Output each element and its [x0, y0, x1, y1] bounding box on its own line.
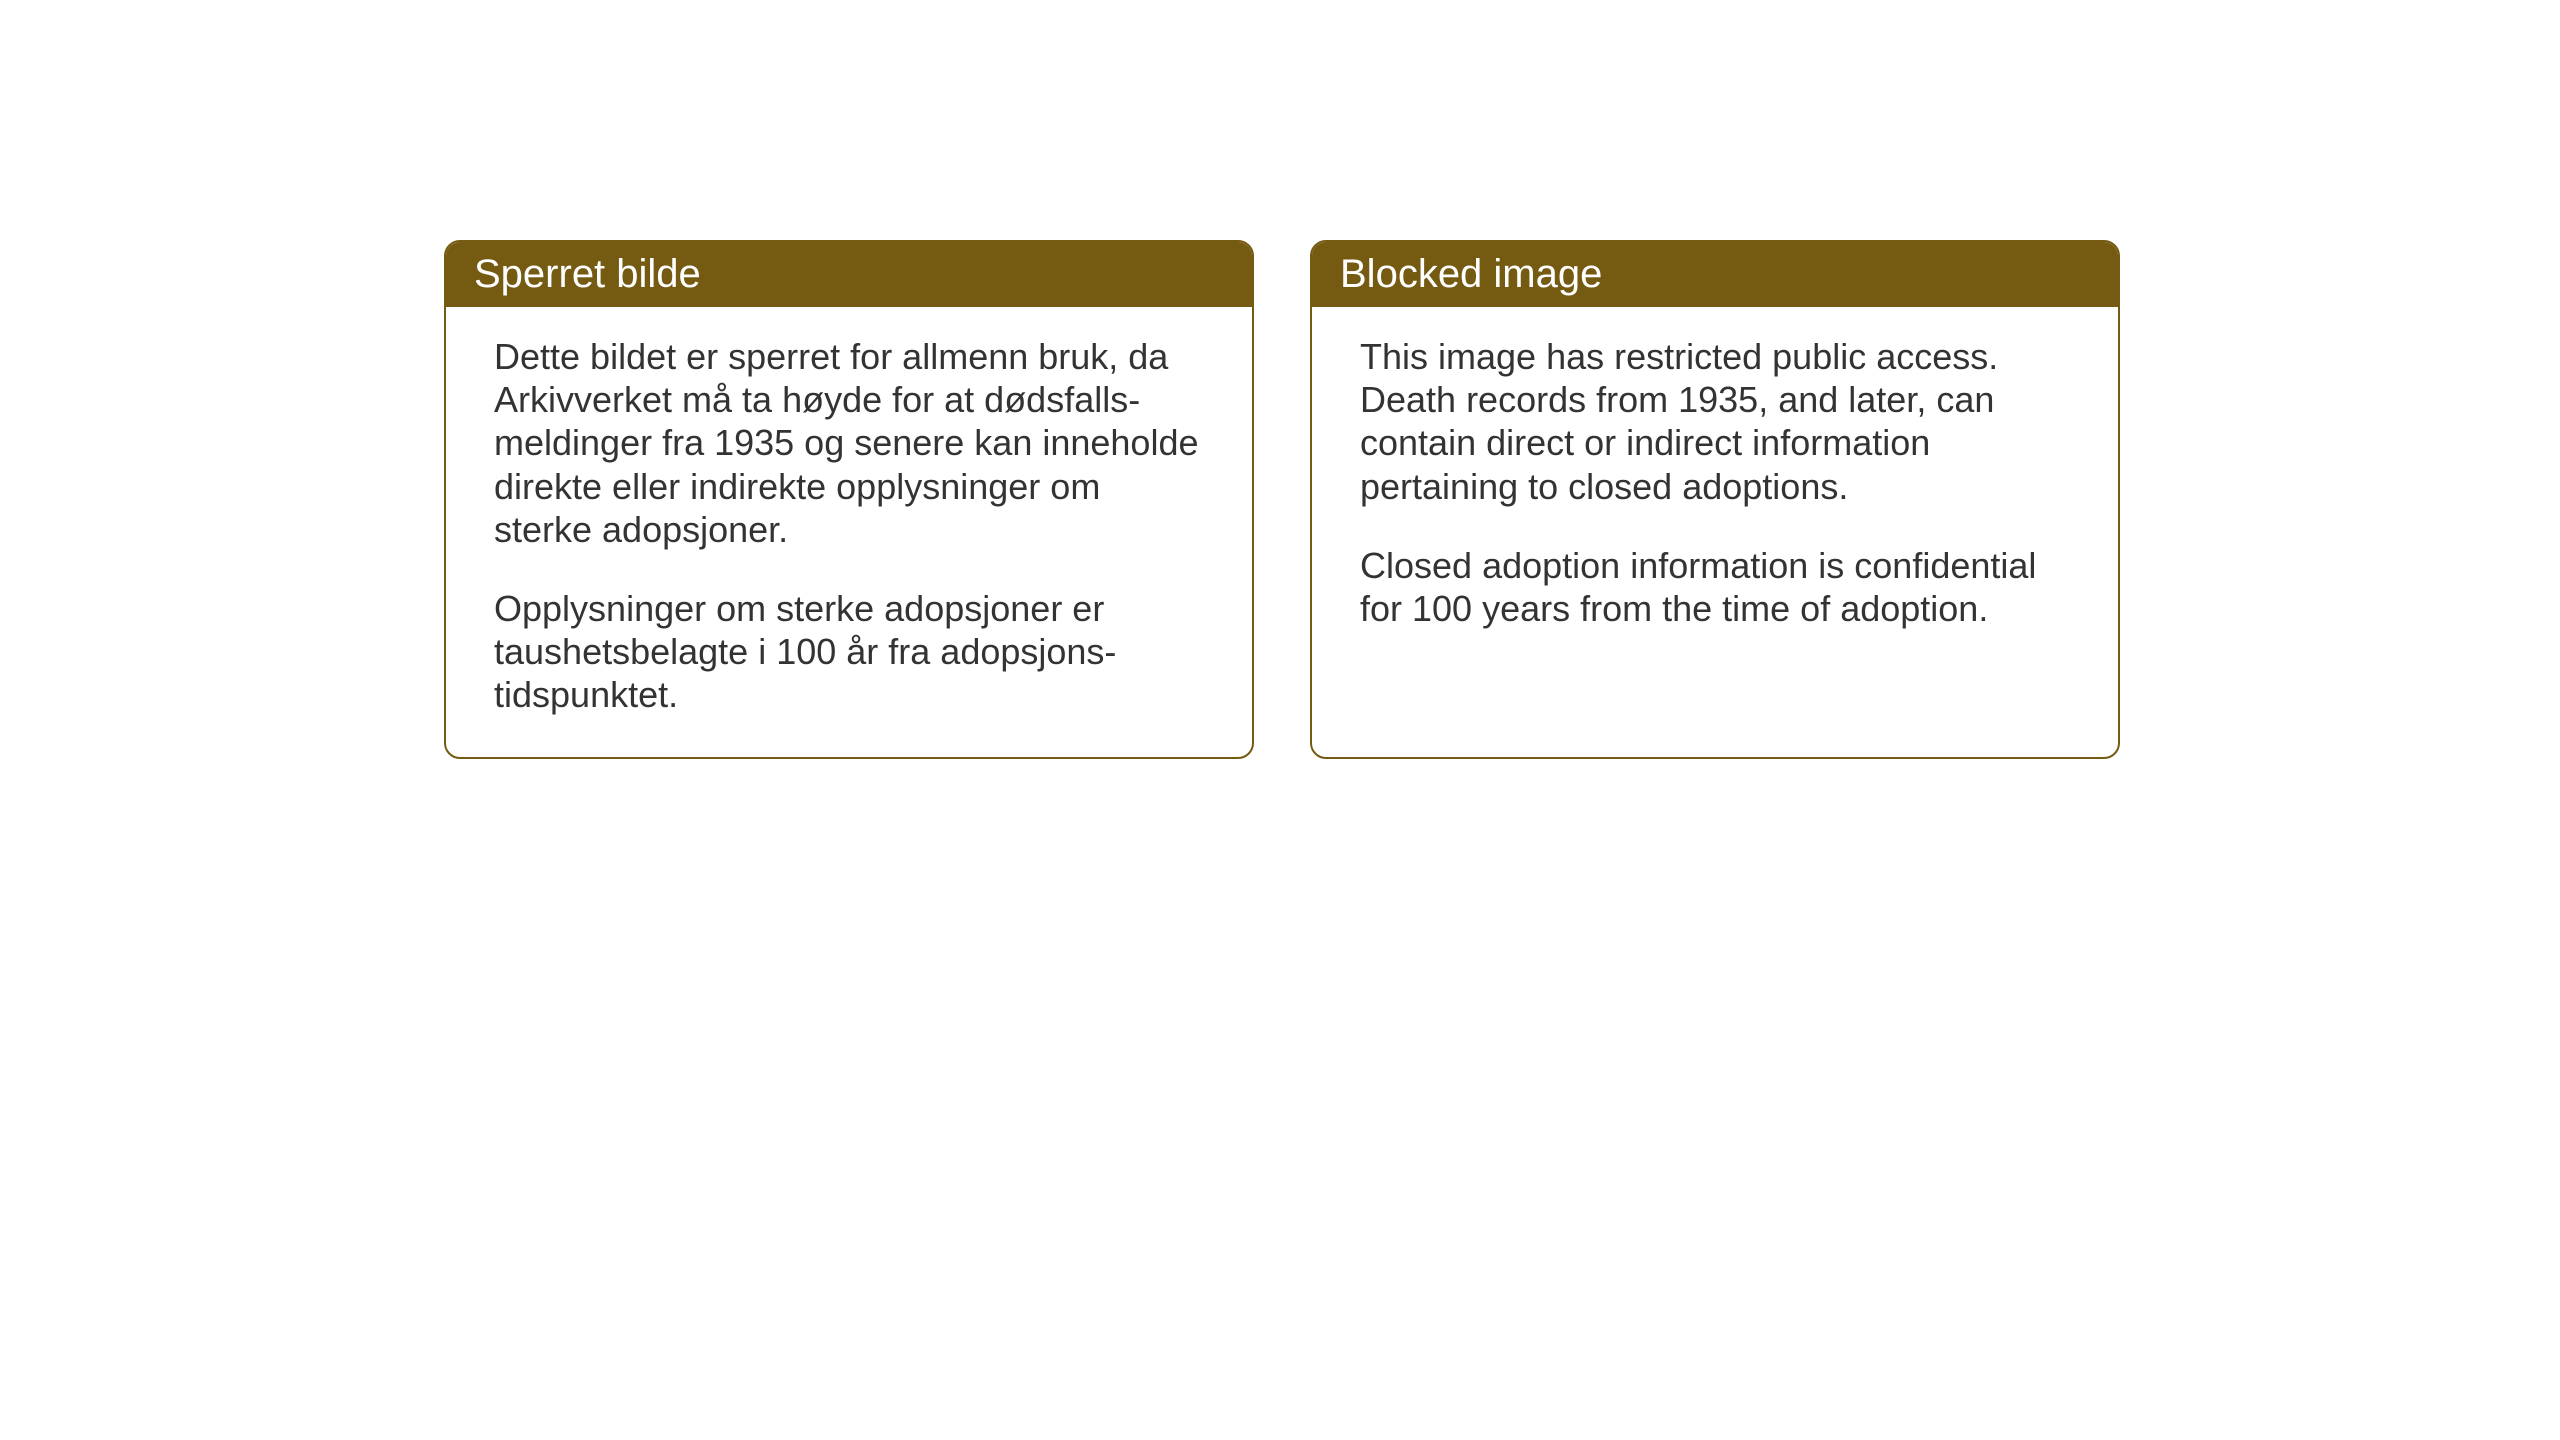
notice-cards-container: Sperret bilde Dette bildet er sperret fo… [444, 240, 2120, 759]
card-paragraph-2-norwegian: Opplysninger om sterke adopsjoner er tau… [494, 587, 1204, 717]
card-paragraph-2-english: Closed adoption information is confident… [1360, 544, 2070, 630]
card-body-english: This image has restricted public access.… [1312, 307, 2118, 670]
notice-card-english: Blocked image This image has restricted … [1310, 240, 2120, 759]
card-header-english: Blocked image [1312, 242, 2118, 307]
card-header-norwegian: Sperret bilde [446, 242, 1252, 307]
card-paragraph-1-norwegian: Dette bildet er sperret for allmenn bruk… [494, 335, 1204, 551]
card-title-norwegian: Sperret bilde [474, 252, 701, 296]
card-title-english: Blocked image [1340, 252, 1602, 296]
notice-card-norwegian: Sperret bilde Dette bildet er sperret fo… [444, 240, 1254, 759]
card-paragraph-1-english: This image has restricted public access.… [1360, 335, 2070, 508]
card-body-norwegian: Dette bildet er sperret for allmenn bruk… [446, 307, 1252, 757]
